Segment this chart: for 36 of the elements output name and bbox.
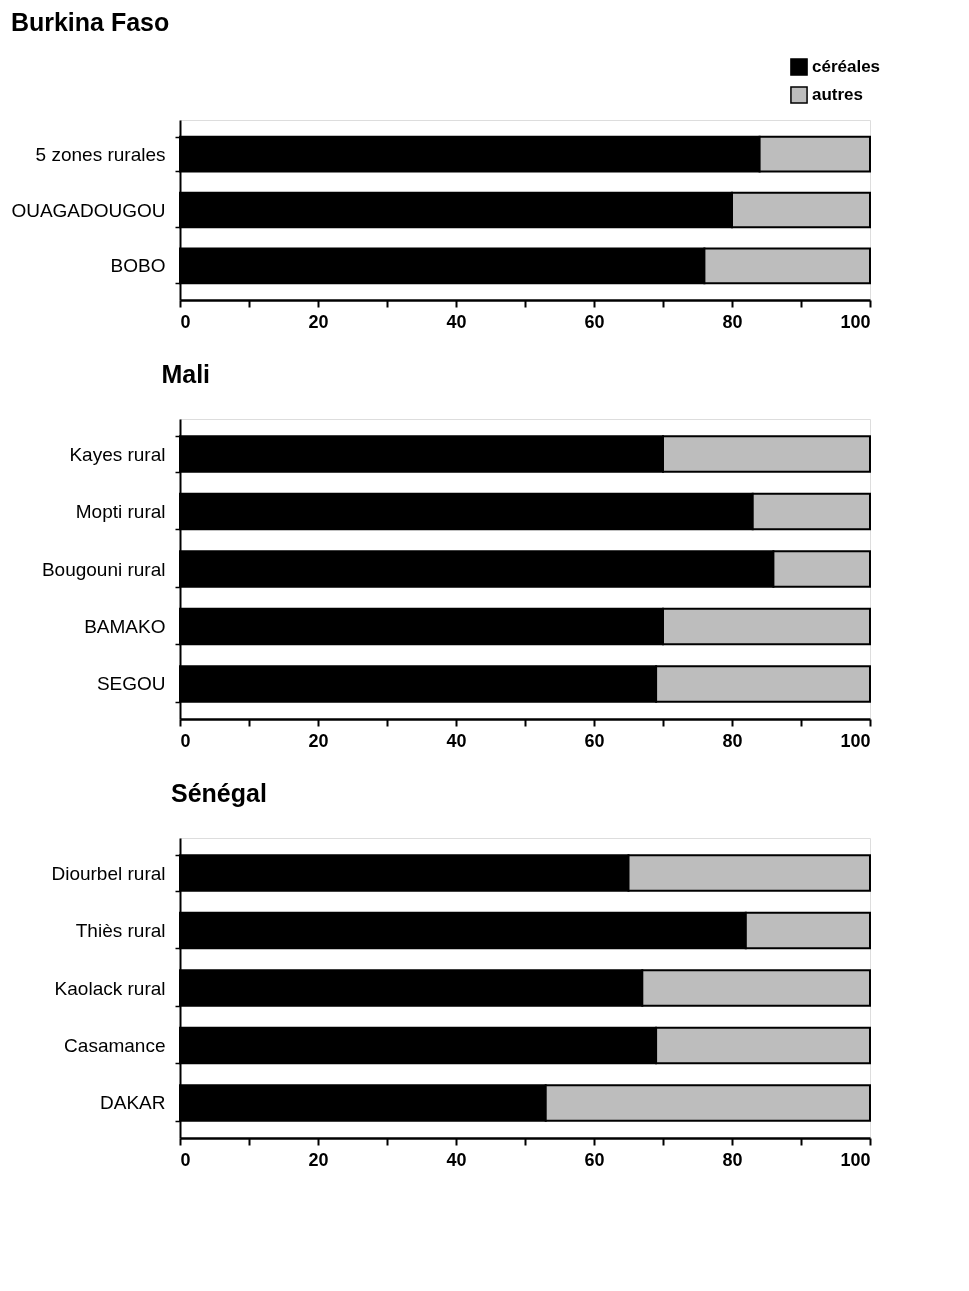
y-tick-label: BAMAKO <box>84 615 166 637</box>
x-tick-label: 20 <box>308 311 329 332</box>
y-tick-label: BOBO <box>110 255 166 277</box>
y-tick-label: 5 zones rurales <box>35 143 166 165</box>
x-tick-label: 80 <box>722 1149 743 1170</box>
x-tick-label: 20 <box>308 1149 329 1170</box>
x-tick-label: 60 <box>584 730 605 751</box>
chart-title: Mali <box>161 360 211 388</box>
y-tick-label: SEGOU <box>96 673 166 695</box>
x-tick-label: 0 <box>180 730 191 751</box>
y-tick-label: Kayes rural <box>69 443 166 465</box>
legend-label: céréales <box>812 57 881 76</box>
x-tick-label: 60 <box>584 1149 605 1170</box>
y-tick-label: OUAGADOUGOU <box>11 199 166 221</box>
y-tick-label: Casamance <box>64 1034 166 1056</box>
chart-title: Sénégal <box>170 779 267 807</box>
x-tick-label: 80 <box>722 730 743 751</box>
x-tick-label: 40 <box>446 730 467 751</box>
x-tick-label: 100 <box>840 1149 871 1170</box>
y-tick-label: DAKAR <box>100 1092 166 1114</box>
y-tick-label: Mopti rural <box>75 501 166 523</box>
x-tick-label: 20 <box>308 730 329 751</box>
y-tick-label: Diourbel rural <box>51 862 166 884</box>
x-tick-label: 40 <box>446 1149 467 1170</box>
y-tick-label: Thiès rural <box>75 920 166 942</box>
x-tick-label: 100 <box>840 730 871 751</box>
x-tick-label: 0 <box>180 311 191 332</box>
legend-label: autres <box>812 85 864 104</box>
x-tick-label: 0 <box>180 1149 191 1170</box>
chart-title: Burkina Faso <box>10 8 170 36</box>
x-tick-label: 40 <box>446 311 467 332</box>
x-tick-label: 60 <box>584 311 605 332</box>
y-tick-label: Bougouni rural <box>41 558 166 580</box>
y-tick-label: Kaolack rural <box>54 977 166 999</box>
x-tick-label: 100 <box>840 311 871 332</box>
x-tick-label: 80 <box>722 311 743 332</box>
